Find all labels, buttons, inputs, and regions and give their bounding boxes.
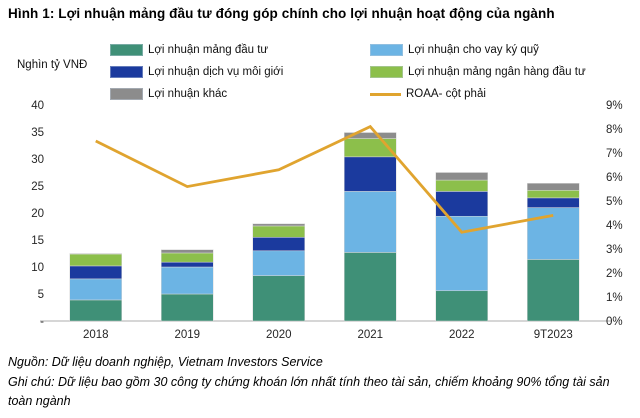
legend-color-swatch-icon [110,88,143,100]
bar-segment-2020 [252,250,305,276]
legend-color-swatch-icon [110,44,143,56]
bar-segment-2020 [252,275,305,322]
bar-segment-9T2023 [527,259,580,322]
x-axis-category-label: 2020 [266,329,292,341]
legend-item: Lợi nhuận dịch vụ môi giới [110,63,370,81]
bar-segment-2020 [252,237,305,252]
bar-segment-2019 [161,266,214,295]
chart-legend: Lợi nhuận mảng đầu tư Lợi nhuận dịch vụ m… [110,41,640,103]
bar-segment-9T2023 [527,207,580,260]
left-axis-tick-label: 35 [31,127,44,139]
bar-segment-2022 [435,215,488,292]
x-axis-category-label: 2019 [174,329,200,341]
legend-item: Lợi nhuận mảng đầu tư [110,41,370,59]
right-axis-tick-label: 7% [606,148,623,160]
note-line: Ghi chú: Dữ liệu bao gồm 30 công ty chứn… [8,374,610,409]
right-axis-tick-label: 1% [606,292,623,304]
legend-line-marker-icon [370,92,401,96]
legend-color-swatch-icon [370,44,403,56]
right-axis-tick-label: 4% [606,220,623,232]
bar-segment-2020 [252,225,305,238]
bar-segment-2018 [69,253,122,267]
left-axis-tick-label: 25 [31,181,44,193]
left-axis-tick-label: 40 [31,100,44,112]
bar-segment-9T2023 [527,197,580,208]
left-axis-tick-label: 30 [31,154,44,166]
bar-segment-2018 [69,278,122,301]
legend-item: Lợi nhuận khác [110,85,370,103]
bar-segment-2019 [161,293,214,322]
legend-column: Lợi nhuận cho vay ký quỹ Lợi nhuận mảng n… [370,41,586,103]
right-axis-tick-label: 6% [606,172,623,184]
source-line: Nguồn: Dữ liệu doanh nghiệp, Vietnam Inv… [8,355,323,369]
x-axis-category-label: 2021 [357,329,383,341]
right-axis-tick-label: 5% [606,196,623,208]
legend-item-label: Lợi nhuận mảng ngân hàng đầu tư [408,66,586,78]
left-axis-tick-label: 10 [31,262,44,274]
left-axis-tick-label: 5 [38,289,44,301]
legend-item-label: Lợi nhuận mảng đầu tư [148,44,269,56]
bar-segment-2022 [435,179,488,192]
x-axis-category-label: 2022 [449,329,475,341]
bar-segment-2018 [69,299,122,322]
legend-item-label: Lợi nhuận dịch vụ môi giới [148,66,284,78]
bar-segment-2021 [344,191,397,253]
chart-plot: 40 35 30 25 20 15 10 5 - 9% 8% 7% 6% 5% 4% 3% 2% 1% 0% 2018… [31,100,623,341]
right-axis-tick-label: 3% [606,244,623,256]
bar-segment-2020 [252,223,305,227]
legend-item-label: Lợi nhuận cho vay ký quỹ [408,44,539,56]
chart-footer: Nguồn: Dữ liệu doanh nghiệp, Vietnam Inv… [8,353,630,412]
legend-item: ROAA- cột phải [370,85,586,103]
legend-color-swatch-icon [370,66,403,78]
roaa-line [95,124,554,234]
legend-column: Lợi nhuận mảng đầu tư Lợi nhuận dịch vụ m… [110,41,370,103]
bar-segment-2019 [161,261,214,268]
legend-color-swatch-icon [110,66,143,78]
legend-item: Lợi nhuận cho vay ký quỹ [370,41,586,59]
bar-segment-2018 [69,265,122,280]
right-axis-tick-label: 0% [606,316,623,328]
bar-segment-2021 [344,156,397,192]
left-axis-tick-label: 15 [31,235,44,247]
bar-segment-2018 [69,253,122,255]
left-axis-tick-label: - [40,316,44,328]
bar-segment-2019 [161,249,214,254]
right-axis-tick-label: 9% [606,100,623,112]
left-axis-title: Nghìn tỷ VNĐ [17,59,88,71]
bar-segment-2021 [344,252,397,322]
x-axis-category-label: 2018 [83,329,109,341]
bar-segment-9T2023 [527,190,580,199]
chart-title: Hình 1: Lợi nhuận mảng đầu tư đóng góp c… [8,6,555,21]
bar-segment-2021 [344,132,397,139]
left-axis-tick-label: 20 [31,208,44,220]
legend-item-label: Lợi nhuận khác [148,88,228,100]
bar-segment-2019 [161,252,214,263]
bar-segment-9T2023 [527,183,580,191]
right-axis-tick-label: 2% [606,268,623,280]
legend-item-label: ROAA- cột phải [406,88,486,100]
bar-segment-2022 [435,172,488,181]
x-axis-category-label: 9T2023 [534,329,573,341]
bar-segment-2022 [435,290,488,322]
legend-item: Lợi nhuận mảng ngân hàng đầu tư [370,63,586,81]
right-axis-tick-label: 8% [606,124,623,136]
